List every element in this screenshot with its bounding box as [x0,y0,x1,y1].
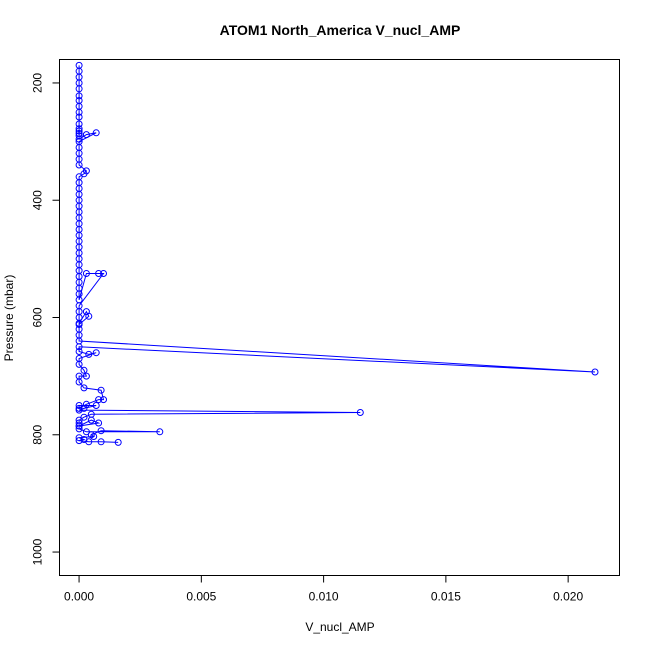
data-point [75,406,83,414]
data-point [80,366,88,374]
x-axis-label: V_nucl_AMP [305,620,374,634]
data-point [92,349,100,357]
y-tick-label: 800 [31,424,45,444]
data-point [75,378,83,386]
data-point [82,270,90,277]
data-point [75,135,83,143]
data-point [75,360,83,368]
x-tick-label: 0.010 [309,590,339,604]
data-point [75,120,83,128]
y-axis-label: Pressure (mbar) [2,275,16,362]
data-point [356,409,364,416]
data-point [80,384,88,392]
data-point [75,113,83,121]
data-point [591,368,599,376]
data-point [75,125,83,133]
y-tick-label: 200 [31,73,45,93]
data-point [87,416,95,424]
data-point [85,350,93,358]
chart-title: ATOM1 North_America V_nucl_AMP [220,22,461,38]
x-tick-label: 0.020 [553,590,583,604]
data-point [75,437,83,445]
data-point [97,427,105,435]
data-point [75,161,83,169]
data-point [75,343,83,351]
data-point [82,372,90,380]
x-tick-label: 0.000 [64,590,94,604]
data-point [75,92,83,100]
data-point [80,404,88,412]
y-tick-label: 600 [31,307,45,327]
data-point [95,419,103,427]
series-layer [75,61,599,446]
data-point [82,131,90,139]
data-point [100,396,107,404]
data-point [75,425,83,433]
data-point [75,434,83,442]
data-point [75,348,83,355]
data-point [97,438,105,446]
data-point [92,129,100,137]
y-axis: 200 400 600 800 1000 [31,73,60,565]
data-point [156,428,164,436]
data-point [85,438,93,446]
data-point [114,438,122,446]
data-point [75,321,83,328]
data-point [75,422,83,430]
data-point [97,386,105,394]
data-point [90,433,98,440]
data-point [100,270,107,277]
data-point [75,108,83,116]
data-point [75,127,83,135]
data-point [95,396,103,404]
data-point [82,428,90,436]
data-point [80,170,88,178]
data-point [75,85,83,93]
data-point [85,312,93,320]
x-axis: 0.000 0.005 0.010 0.015 0.020 [64,575,583,604]
x-tick-label: 0.005 [186,590,216,604]
x-tick-label: 0.015 [431,590,461,604]
data-point [92,402,100,409]
data-point [95,270,103,277]
y-tick-label: 1000 [31,538,45,565]
y-tick-label: 400 [31,190,45,210]
